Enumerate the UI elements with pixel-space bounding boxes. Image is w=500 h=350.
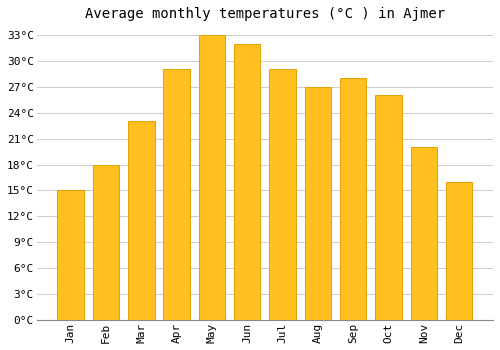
Bar bbox=[128, 121, 154, 320]
Title: Average monthly temperatures (°C ) in Ajmer: Average monthly temperatures (°C ) in Aj… bbox=[85, 7, 445, 21]
Bar bbox=[58, 190, 84, 320]
Bar bbox=[93, 164, 120, 320]
Bar bbox=[340, 78, 366, 320]
Bar bbox=[198, 35, 225, 320]
Bar bbox=[375, 96, 402, 320]
Bar bbox=[234, 43, 260, 320]
Bar bbox=[270, 70, 296, 320]
Bar bbox=[410, 147, 437, 320]
Bar bbox=[446, 182, 472, 320]
Bar bbox=[304, 87, 331, 320]
Bar bbox=[164, 70, 190, 320]
